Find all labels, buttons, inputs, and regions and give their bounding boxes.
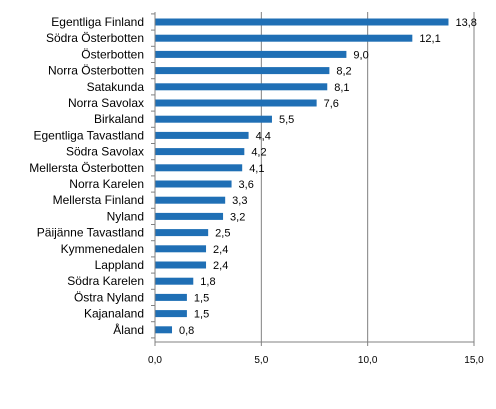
bar-15 [155,261,207,269]
value-label-16: 1,8 [200,276,215,288]
bar-3 [155,67,330,75]
bar-6 [155,115,272,123]
category-label-10: Norra Karelen [69,177,144,191]
category-label-11: Mellersta Finland [53,193,144,207]
category-label-15: Lappland [95,258,144,272]
value-label-2: 9,0 [353,49,368,61]
category-label-6: Birkaland [94,112,144,126]
category-label-12: Nyland [107,209,144,223]
category-label-2: Österbotten [81,47,144,61]
category-label-0: Egentliga Finland [51,15,144,29]
value-label-7: 4,4 [256,130,271,142]
x-tick-label-0: 0,0 [148,355,162,366]
value-label-4: 8,1 [334,82,349,94]
bar-4 [155,83,328,91]
category-labels: Egentliga Finland Södra Österbotten Österb… [29,15,144,337]
bars [155,18,449,334]
value-label-1: 12,1 [419,33,440,45]
category-label-3: Norra Österbotten [48,64,144,78]
category-label-14: Kymmenedalen [61,242,144,256]
bar-10 [155,180,232,188]
category-label-1: Södra Österbotten [46,31,144,45]
tick-labels: 0,0 5,0 10,0 15,0 [148,355,484,366]
x-tick-label-1: 5,0 [254,355,268,366]
category-label-18: Kajanaland [84,307,144,321]
category-label-4: Satakunda [87,80,145,94]
bar-8 [155,148,245,156]
bar-11 [155,196,226,204]
bar-5 [155,99,317,107]
bar-2 [155,50,347,58]
bar-14 [155,245,207,253]
bar-17 [155,293,187,301]
value-label-18: 1,5 [194,309,209,321]
value-label-19: 0,8 [179,325,194,337]
value-label-15: 2,4 [213,260,228,272]
category-label-7: Egentliga Tavastland [33,128,144,142]
axes [151,12,475,346]
value-label-8: 4,2 [251,147,266,159]
bar-1 [155,34,413,42]
value-label-12: 3,2 [230,211,245,223]
value-label-9: 4,1 [249,163,264,175]
category-label-17: Östra Nyland [74,290,144,304]
bar-13 [155,229,209,237]
value-label-0: 13,8 [455,17,476,29]
x-tick-label-2: 10,0 [358,355,378,366]
bar-18 [155,310,187,318]
bar-12 [155,212,224,220]
value-label-5: 7,6 [324,98,339,110]
bar-16 [155,277,194,285]
category-label-19: Åland [113,322,144,337]
bar-19 [155,326,173,334]
value-labels: 13,8 12,1 9,08,2 8,1 7,6 5,5 4,4 4,2 4,1 3,6 3,3 3,… [179,17,477,337]
value-label-11: 3,3 [232,195,247,207]
category-label-5: Norra Savolax [68,96,144,110]
category-label-8: Södra Savolax [66,145,144,159]
x-tick-label-3: 15,0 [464,355,484,366]
bar-7 [155,131,249,139]
category-label-16: Södra Karelen [67,274,144,288]
value-label-17: 1,5 [194,292,209,304]
value-label-6: 5,5 [279,114,294,126]
value-label-13: 2,5 [215,228,230,240]
category-label-9: Mellersta Österbotten [29,161,144,175]
value-label-14: 2,4 [213,244,228,256]
category-label-13: Päijänne Tavastland [37,226,144,240]
bar-0 [155,18,449,26]
bar-9 [155,164,243,172]
value-label-10: 3,6 [239,179,254,191]
grid-lines [260,12,475,342]
value-label-3: 8,2 [336,66,351,78]
